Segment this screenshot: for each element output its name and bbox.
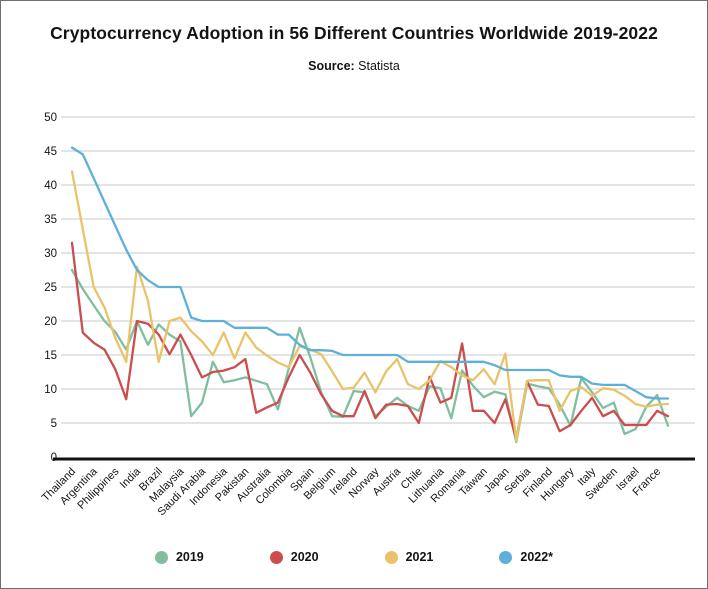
y-tick-label-5: 5 xyxy=(51,418,57,430)
y-tick-label-40: 40 xyxy=(44,180,57,192)
series-line-2021 xyxy=(70,170,670,442)
y-tick-label-25: 25 xyxy=(44,282,57,294)
legend-label: 2022* xyxy=(520,550,554,564)
legend-dot-icon xyxy=(154,550,168,564)
source-text: Statista xyxy=(358,59,400,73)
source-label: Source: xyxy=(308,59,355,73)
chart-title: Cryptocurrency Adoption in 56 Different … xyxy=(50,23,658,43)
y-tick-label-45: 45 xyxy=(44,146,57,158)
chart-subtitle: Source: Statista xyxy=(1,59,707,73)
legend-item-2022: 2022* xyxy=(499,550,553,564)
y-tick-label-30: 30 xyxy=(44,248,57,260)
y-tick-label-35: 35 xyxy=(44,214,57,226)
legend-label: 2021 xyxy=(405,550,434,564)
y-tick-label-50: 50 xyxy=(44,112,57,124)
y-tick-label-10: 10 xyxy=(44,384,57,396)
series-line-2022 xyxy=(70,146,670,400)
legend-dot-icon xyxy=(499,550,513,564)
series-line-2020 xyxy=(70,241,670,441)
legend-dot-icon xyxy=(384,550,398,564)
legend-item-2019: 2019 xyxy=(154,550,204,564)
line-chart: 05101520253035404550ThailandArgentinaPhi… xyxy=(40,112,695,518)
legend-item-2021: 2021 xyxy=(384,550,434,564)
legend-label: 2019 xyxy=(175,550,204,564)
y-tick-label-20: 20 xyxy=(44,316,57,328)
legend-label: 2020 xyxy=(290,550,319,564)
legend-dot-icon xyxy=(269,550,283,564)
y-tick-label-15: 15 xyxy=(44,350,57,362)
legend-item-2020: 2020 xyxy=(269,550,319,564)
chart-legend: 2019 2020 2021 2022* xyxy=(1,550,707,564)
